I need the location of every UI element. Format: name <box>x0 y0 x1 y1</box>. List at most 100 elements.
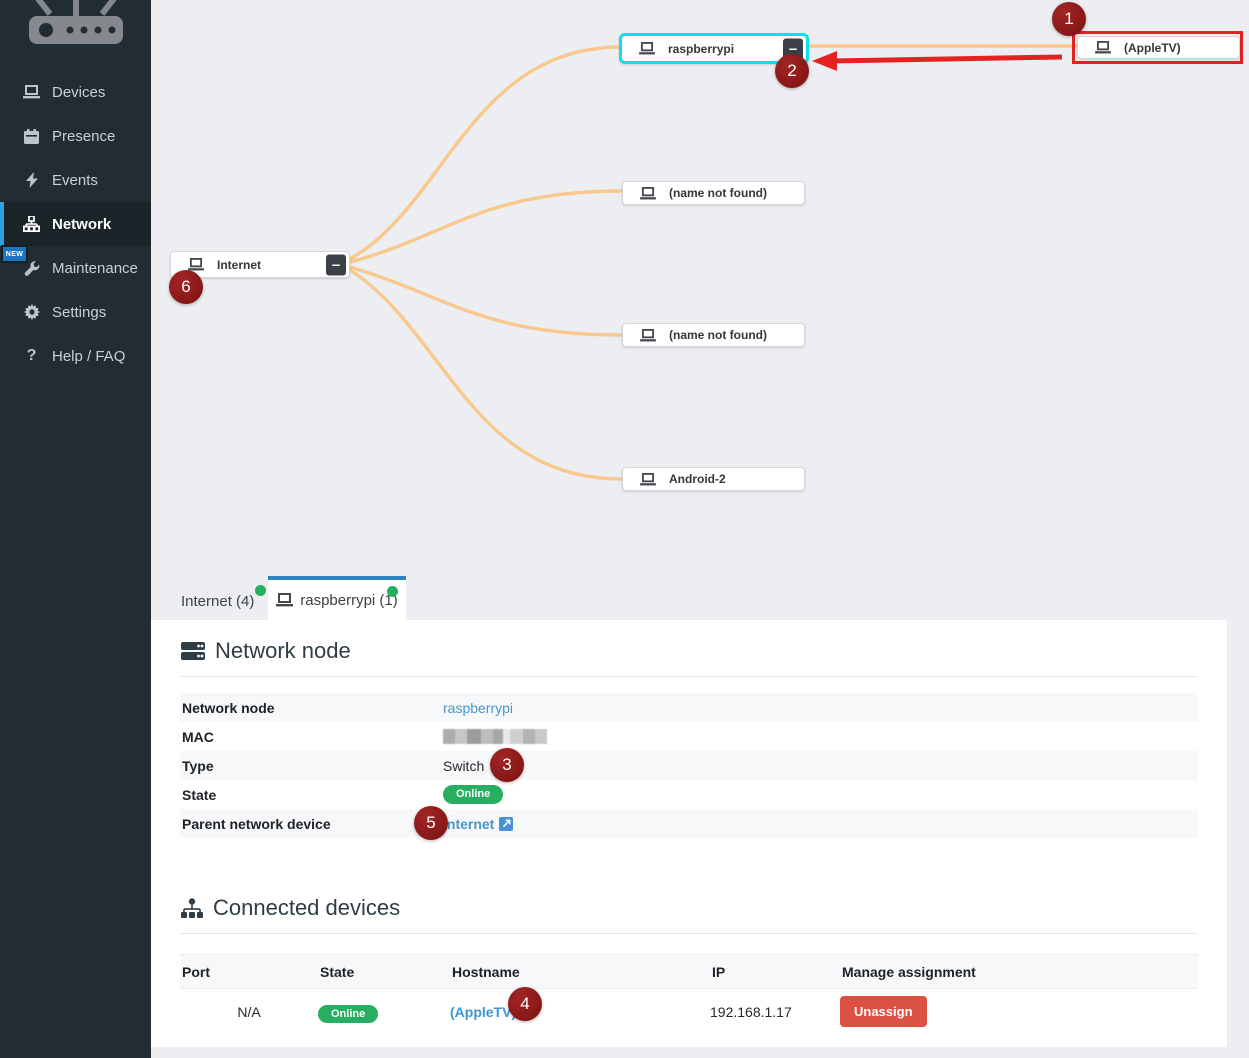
new-feature-badge: NEW <box>1 245 28 263</box>
section-title: Network node <box>215 638 351 663</box>
node-name-not-found-2[interactable]: (name not found) <box>622 323 805 347</box>
annotation-circle-5: 5 <box>414 806 448 840</box>
sidebar-item-label: Maintenance <box>52 259 138 277</box>
sidebar-item-settings[interactable]: Settings <box>0 290 151 334</box>
raspberrypi-link[interactable]: raspberrypi <box>443 699 514 716</box>
sidebar-item-maintenance[interactable]: Maintenance <box>0 246 151 290</box>
sidebar-item-events[interactable]: Events <box>0 158 151 202</box>
sidebar-item-label: Settings <box>52 303 107 321</box>
node-name-not-found-1[interactable]: (name not found) <box>622 181 805 205</box>
row-label: Type <box>182 757 214 774</box>
network-node-section-header: Network node <box>180 620 1198 677</box>
tab-label: Internet (4) <box>181 592 255 610</box>
column-header-state: State <box>318 954 450 989</box>
table-row: State Online <box>180 780 1198 809</box>
detail-panel: Network node Network node raspberrypi MA… <box>151 620 1227 1047</box>
annotation-circle-4: 4 <box>508 987 542 1021</box>
node-internet[interactable]: Internet – <box>170 251 350 278</box>
ip-value: 192.168.1.17 <box>710 1003 792 1020</box>
annotation-arrow <box>812 51 1063 71</box>
laptop-icon <box>188 258 204 271</box>
sidebar-item-devices[interactable]: Devices <box>0 70 151 114</box>
question-icon: ? <box>26 347 37 364</box>
table-row: MAC <box>180 722 1198 751</box>
wrench-icon <box>22 260 41 276</box>
laptop-icon <box>276 593 294 607</box>
row-label: Parent network device <box>182 815 331 832</box>
collapse-node-button[interactable]: – <box>783 38 803 59</box>
node-appletv[interactable]: (AppleTV) <box>1077 36 1240 59</box>
column-header-hostname: Hostname <box>450 954 710 989</box>
port-value: N/A <box>237 1003 261 1020</box>
laptop-icon <box>1095 41 1111 54</box>
topology-links <box>348 44 1078 481</box>
section-title: Connected devices <box>213 895 401 920</box>
sidebar-item-help[interactable]: ? Help / FAQ <box>0 334 151 378</box>
sidebar-menu: Devices Presence Events Network <box>0 70 151 378</box>
server-icon <box>180 641 206 662</box>
sidebar-item-label: Presence <box>52 127 116 145</box>
table-header-row: Port State Hostname IP Manage assignment <box>180 954 1198 989</box>
row-label: State <box>182 786 217 803</box>
column-header-ip: IP <box>710 954 840 989</box>
laptop-icon <box>639 42 655 55</box>
column-header-port: Port <box>180 954 318 989</box>
mac-address-redacted <box>443 729 547 744</box>
annotation-circle-2: 2 <box>775 54 809 88</box>
annotation-circle-1: 1 <box>1052 2 1086 36</box>
sitemap-icon <box>180 897 204 919</box>
annotation-circle-6: 6 <box>169 270 203 304</box>
laptop-icon <box>22 85 41 99</box>
node-label: (AppleTV) <box>1124 40 1181 55</box>
status-badge: Online <box>318 1004 379 1023</box>
sidebar: Devices Presence Events Network <box>0 0 151 1058</box>
sidebar-item-label: Devices <box>52 83 106 101</box>
sidebar-item-network[interactable]: Network <box>0 202 151 246</box>
router-illustration <box>0 0 151 52</box>
main-content: Internet – raspberrypi – (AppleTV) <box>151 0 1249 1058</box>
table-row: N/A Online (AppleTV) 192.168.1.17 Unassi… <box>180 989 1198 1035</box>
row-label: MAC <box>182 728 214 745</box>
laptop-icon <box>640 328 656 342</box>
external-link-icon[interactable] <box>499 816 514 831</box>
status-badge: Online <box>443 785 504 804</box>
connected-devices-table: Port State Hostname IP Manage assignment… <box>180 954 1198 1035</box>
network-node-table: Network node raspberrypi MAC Type Switch… <box>180 693 1198 838</box>
node-label: (name not found) <box>669 186 767 200</box>
sidebar-item-label: Network <box>52 215 112 233</box>
hostname-link[interactable]: (AppleTV) <box>450 1003 517 1020</box>
column-header-manage: Manage assignment <box>840 954 1198 989</box>
node-label: Internet <box>217 257 262 272</box>
sidebar-item-label: Events <box>52 171 98 189</box>
node-raspberrypi[interactable]: raspberrypi – <box>619 33 809 64</box>
online-dot <box>255 585 267 596</box>
node-label: (name not found) <box>669 328 767 342</box>
connected-devices-section-header: Connected devices <box>180 895 1198 934</box>
online-dot <box>387 586 398 597</box>
network-icon <box>22 216 41 232</box>
type-value: Switch <box>443 757 485 774</box>
parent-device-link[interactable]: Internet <box>443 815 495 832</box>
node-android-2[interactable]: Android-2 <box>622 467 805 491</box>
laptop-icon <box>640 186 656 200</box>
sidebar-item-presence[interactable]: Presence <box>0 114 151 158</box>
gear-icon <box>22 304 41 320</box>
annotation-circle-3: 3 <box>490 748 524 782</box>
row-label: Network node <box>182 699 275 716</box>
table-row: Parent network device Internet <box>180 809 1198 838</box>
annotation-highlight-box: (AppleTV) <box>1072 31 1243 64</box>
network-topology-map: Internet – raspberrypi – (AppleTV) <box>151 0 1249 575</box>
laptop-icon <box>640 472 656 486</box>
sidebar-item-label: Help / FAQ <box>52 347 126 365</box>
node-label: raspberrypi <box>668 41 735 56</box>
table-row: Type Switch <box>180 751 1198 780</box>
tab-raspberrypi[interactable]: raspberrypi (1) <box>268 576 406 620</box>
unassign-button[interactable]: Unassign <box>840 996 927 1028</box>
calendar-icon <box>22 128 41 144</box>
collapse-node-button[interactable]: – <box>326 254 346 275</box>
tab-internet[interactable]: Internet (4) <box>167 582 268 620</box>
tab-label: raspberrypi (1) <box>300 591 398 609</box>
table-row: Network node raspberrypi <box>180 693 1198 722</box>
detail-tabbar: Internet (4) raspberrypi (1) <box>151 575 1249 620</box>
